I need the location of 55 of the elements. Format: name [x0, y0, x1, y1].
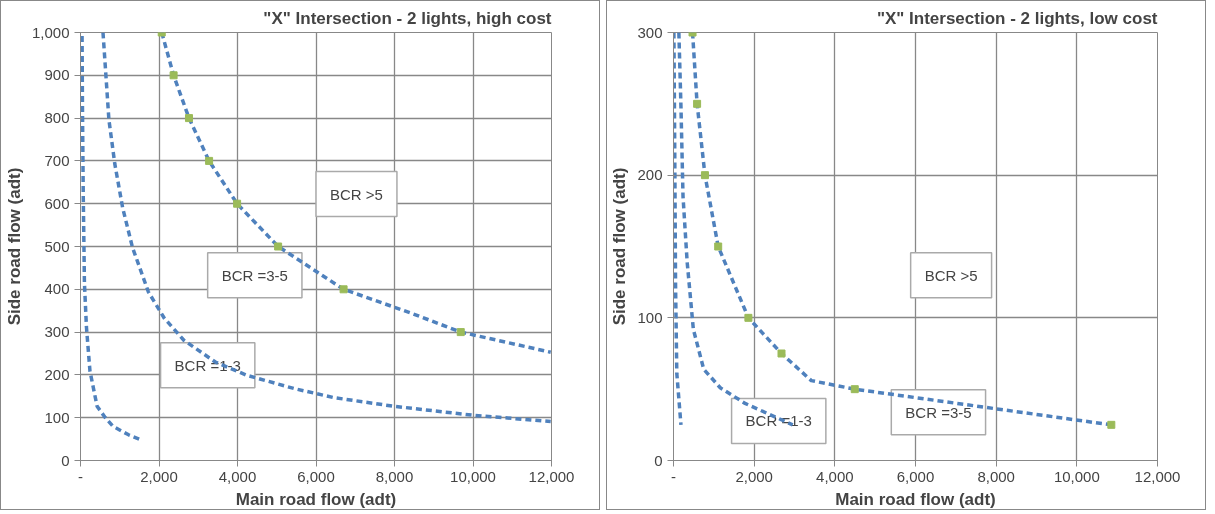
x-tick-label: 12,000	[1134, 467, 1181, 485]
y-axis-title: Side road flow (adt)	[610, 167, 630, 326]
x-tick-label: 6,000	[896, 467, 935, 485]
annotation: BCR >5	[330, 185, 383, 203]
y-tick-label: 0	[61, 451, 70, 469]
y-tick-label: 200	[637, 166, 663, 184]
y-tick-label: 0	[654, 451, 663, 469]
point	[274, 242, 283, 251]
point	[169, 71, 178, 80]
point	[456, 328, 465, 337]
x-tick-label: 2,000	[140, 467, 178, 485]
point	[714, 242, 723, 251]
y-tick-label: 1,000	[31, 23, 70, 41]
x-tick-label: -	[78, 467, 83, 485]
line-series	[101, 32, 552, 424]
x-tick-label: 8,000	[375, 467, 414, 485]
chart-title: "X" Intersection - 2 lights, high cost	[263, 8, 552, 28]
point	[744, 313, 753, 322]
y-tick-label: 700	[44, 151, 70, 169]
chart-title: "X" Intersection - 2 lights, low cost	[876, 8, 1158, 28]
point	[777, 349, 786, 358]
point	[339, 285, 348, 294]
x-tick-label: 12,000	[528, 467, 575, 485]
x-axis-title: Main road flow (adt)	[235, 489, 397, 509]
x-tick-label: 6,000	[297, 467, 335, 485]
point	[205, 156, 214, 165]
annotation: BCR =3-5	[221, 266, 288, 284]
x-tick-label: -	[671, 467, 676, 485]
y-tick-label: 600	[44, 194, 70, 212]
x-tick-label: 8,000	[977, 467, 1015, 485]
x-tick-label: 4,000	[218, 467, 257, 485]
y-tick-label: 300	[637, 23, 663, 41]
point	[850, 385, 859, 394]
x-tick-label: 10,000	[450, 467, 496, 485]
x-tick-label: 2,000	[735, 467, 773, 485]
y-tick-label: 300	[44, 323, 70, 341]
point	[1107, 420, 1116, 429]
x-tick-label: 4,000	[816, 467, 854, 485]
point	[693, 99, 702, 108]
annotation: BCR >5	[924, 266, 978, 284]
point	[184, 114, 193, 123]
y-tick-label: 800	[44, 109, 70, 127]
point	[700, 171, 709, 180]
y-tick-label: 500	[44, 237, 70, 255]
y-tick-label: 400	[44, 280, 70, 298]
y-tick-label: 200	[44, 365, 70, 383]
x-axis-title: Main road flow (adt)	[835, 489, 996, 509]
x-tick-label: 10,000	[1053, 467, 1100, 485]
point	[233, 199, 242, 208]
annotation: BCR =1-3	[745, 412, 812, 430]
y-tick-label: 900	[44, 66, 70, 84]
y-tick-label: 100	[44, 408, 70, 426]
y-axis-title: Side road flow (adt)	[4, 167, 24, 326]
annotation: BCR =3-5	[905, 403, 972, 421]
y-tick-label: 100	[637, 308, 663, 326]
